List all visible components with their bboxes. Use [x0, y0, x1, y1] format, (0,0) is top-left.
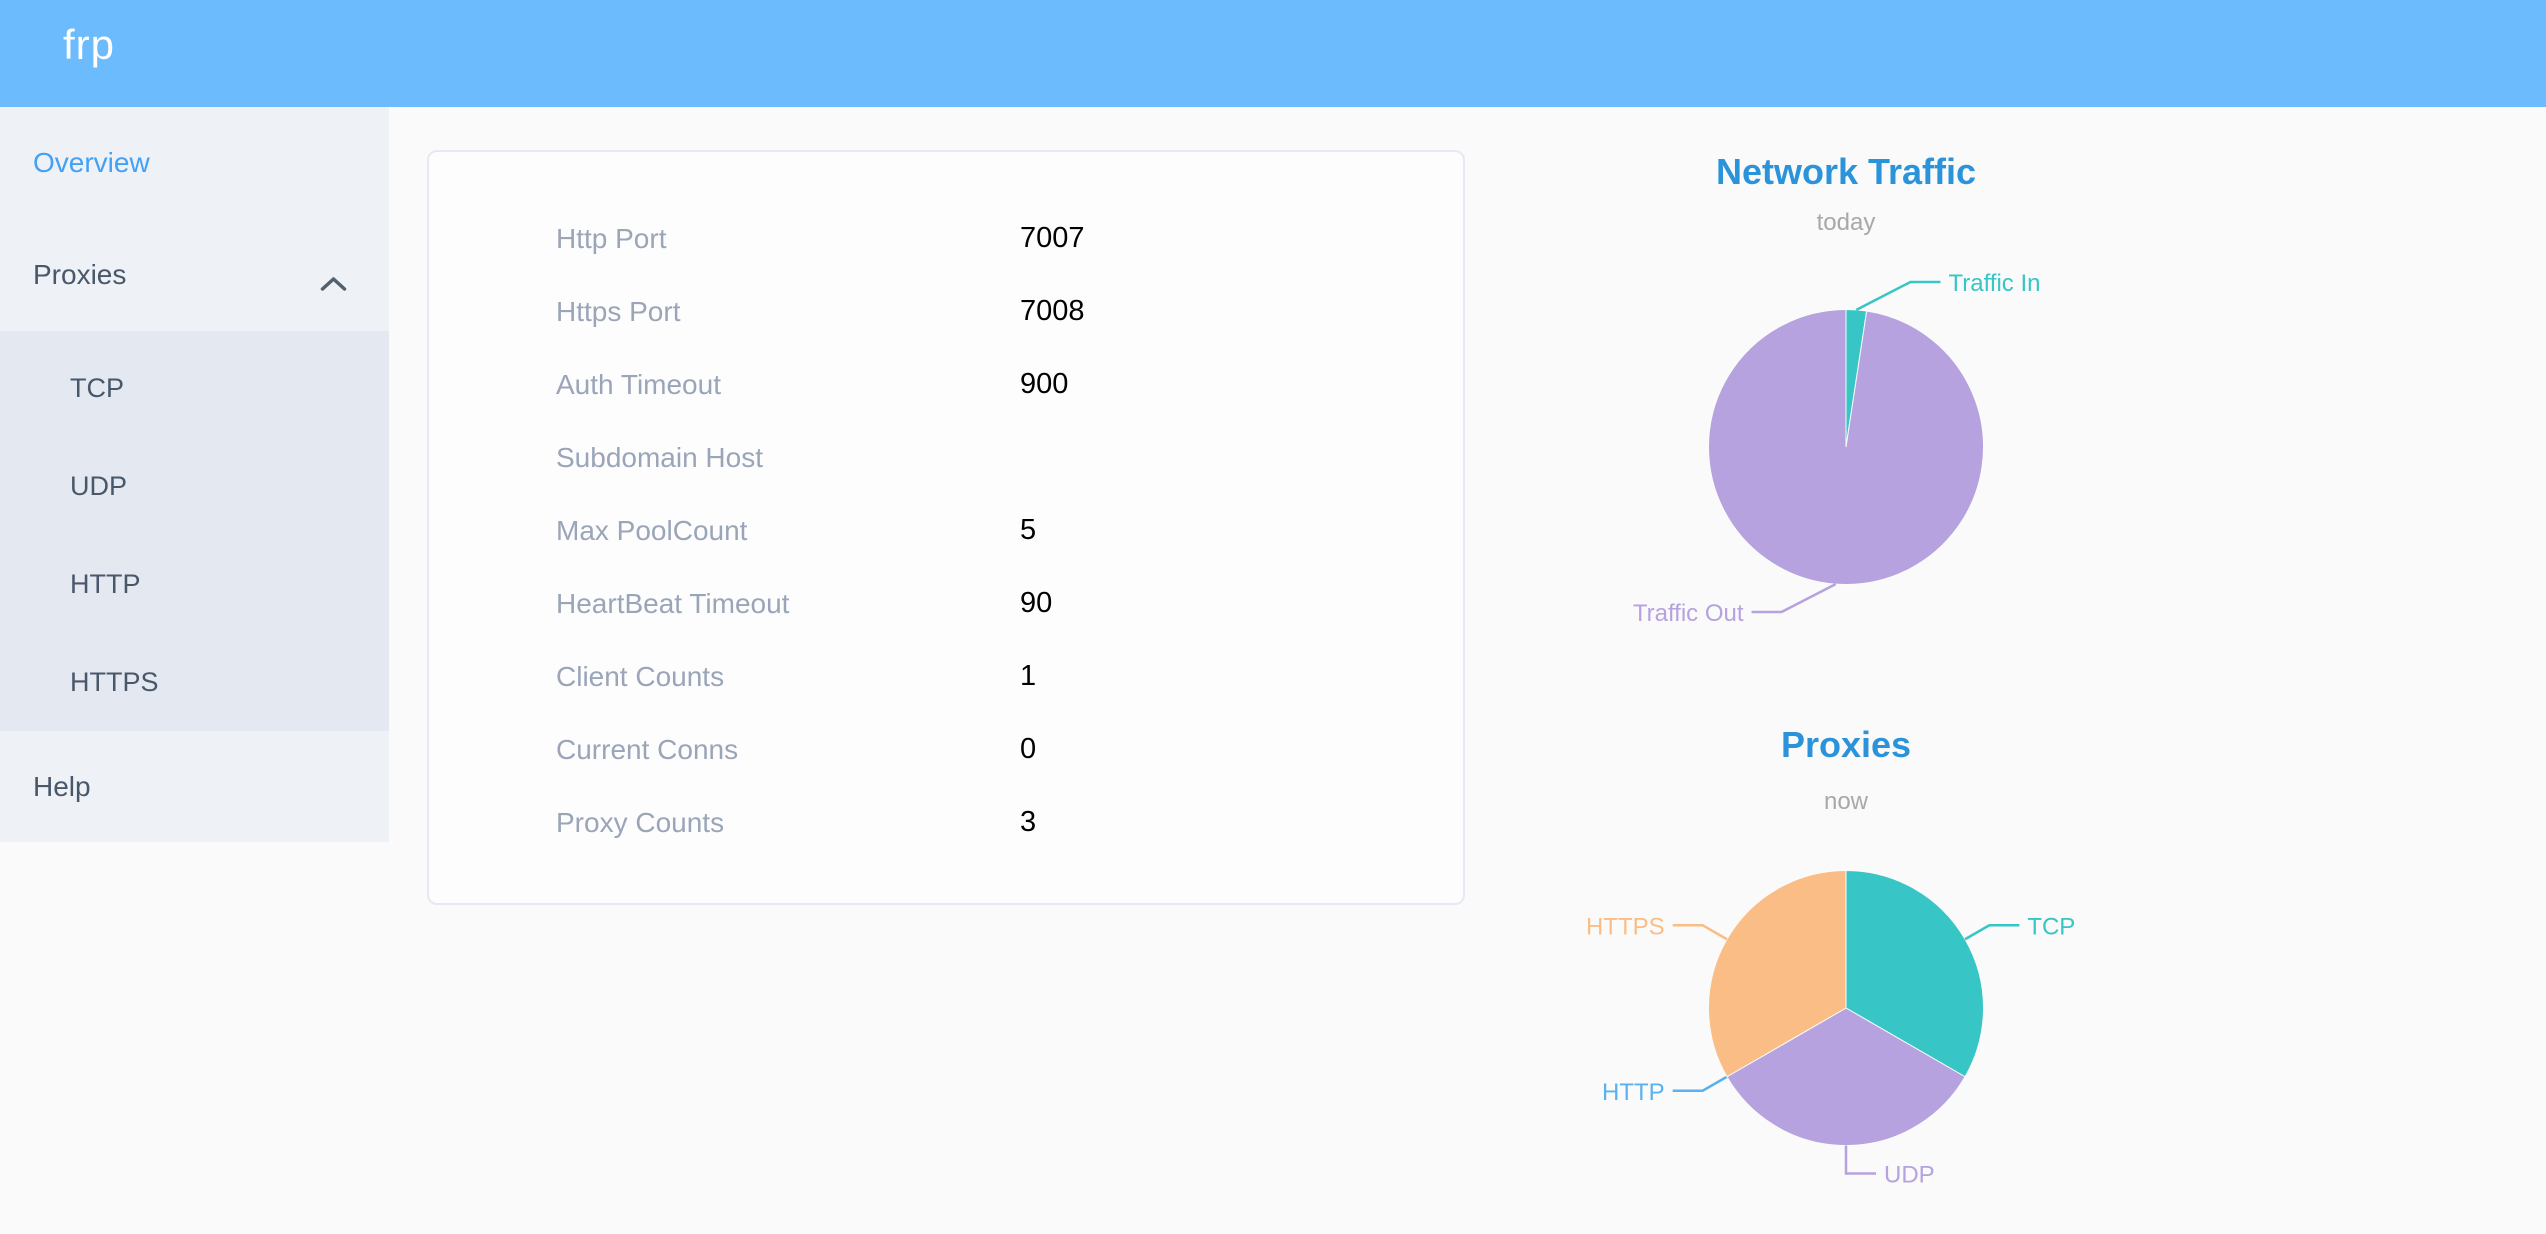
info-value: 3 — [1020, 806, 1037, 838]
app-header: frp — [0, 0, 2546, 107]
sidebar-item-label: HTTP — [70, 568, 141, 599]
sidebar-item-http[interactable]: HTTP — [0, 535, 389, 633]
pie-label-line-tcp — [1964, 924, 2020, 941]
sidebar-item-help[interactable]: Help — [0, 731, 389, 842]
pie-label-line-http — [1672, 1075, 1728, 1092]
chevron-up-icon — [320, 267, 347, 291]
info-value: 7007 — [1020, 222, 1085, 254]
pie-label-https: HTTPS — [1586, 913, 1665, 940]
info-label: Subdomain Host — [556, 441, 764, 473]
chart-subtitle-proxies: now — [1823, 788, 1869, 815]
info-value: 900 — [1020, 368, 1069, 400]
info-value: 7008 — [1020, 295, 1085, 327]
sidebar-item-label: Proxies — [33, 259, 127, 290]
info-label: Max PoolCount — [556, 514, 748, 546]
info-row: Subdomain Host — [556, 421, 1463, 494]
pie-label-line-traffic-out — [1751, 582, 1837, 614]
sidebar-item-label: UDP — [70, 470, 128, 501]
info-row: Current Conns 0 — [556, 713, 1463, 786]
info-label: Https Port — [556, 295, 681, 327]
pie-label-http: HTTP — [1602, 1079, 1665, 1106]
pie-label-udp: UDP — [1884, 1162, 1935, 1189]
info-row: HeartBeat Timeout 90 — [556, 567, 1463, 640]
pie-slice-tcp[interactable] — [1845, 869, 1984, 1078]
info-label: Http Port — [556, 222, 667, 254]
sidebar-item-label: Help — [33, 770, 91, 802]
info-row: Http Port 7007 — [556, 202, 1463, 275]
chart-title-proxies: Proxies — [1780, 724, 1912, 765]
info-row: Max PoolCount 5 — [556, 494, 1463, 567]
info-value: 5 — [1020, 514, 1037, 546]
pie-slice-traffic-out[interactable] — [1708, 308, 1984, 585]
pie-label-traffic-out: Traffic Out — [1633, 600, 1744, 627]
network-traffic-pie-chart: Traffic In Traffic Out — [1633, 270, 2041, 627]
info-row: Auth Timeout 900 — [556, 348, 1463, 421]
sidebar-item-tcp[interactable]: TCP — [0, 339, 389, 437]
pie-label-tcp: TCP — [2027, 913, 2075, 940]
chart-subtitle-network-traffic: today — [1816, 209, 1876, 236]
info-label: Current Conns — [556, 733, 739, 765]
pie-slice-https[interactable] — [1708, 869, 1847, 1078]
sidebar-item-https[interactable]: HTTPS — [0, 633, 389, 731]
info-value: 0 — [1020, 733, 1037, 765]
info-row: Client Counts 1 — [556, 640, 1463, 713]
info-value: 1 — [1020, 660, 1037, 692]
pie-slice-udp[interactable] — [1726, 1007, 1966, 1146]
sidebar-item-udp[interactable]: UDP — [0, 437, 389, 535]
sidebar-item-overview[interactable]: Overview — [0, 107, 389, 219]
sidebar-item-proxies[interactable]: Proxies — [0, 219, 389, 331]
info-row: Https Port 7008 — [556, 275, 1463, 348]
sidebar-item-label: Overview — [33, 147, 150, 178]
charts-panel: Network Traffic today Traffic In Traffic … — [1546, 0, 2166, 1234]
pie-label-line-traffic-in — [1855, 280, 1941, 312]
sidebar-item-label: HTTPS — [70, 666, 159, 697]
info-value: 90 — [1020, 587, 1053, 619]
info-label: Auth Timeout — [556, 368, 721, 400]
info-row: Proxy Counts 3 — [556, 786, 1463, 859]
info-label: Client Counts — [556, 660, 725, 692]
info-label: Proxy Counts — [556, 806, 725, 838]
pie-label-line-https — [1672, 924, 1728, 941]
server-info-card: Http Port 7007 Https Port 7008 Auth Time… — [427, 150, 1465, 905]
sidebar-menu: Overview Proxies TCP UDP HTTP HTTPS Help — [0, 107, 389, 842]
pie-label-line-udp — [1844, 1145, 1876, 1175]
app-logo: frp — [63, 21, 116, 68]
sidebar-item-label: TCP — [70, 372, 124, 403]
proxies-pie-chart: TCP UDP HTTP HTTPS — [1586, 869, 2075, 1189]
info-label: HeartBeat Timeout — [556, 587, 790, 619]
proxies-submenu: TCP UDP HTTP HTTPS — [0, 331, 389, 731]
pie-label-traffic-in: Traffic In — [1948, 270, 2040, 297]
chart-title-network-traffic: Network Traffic — [1715, 151, 1977, 192]
